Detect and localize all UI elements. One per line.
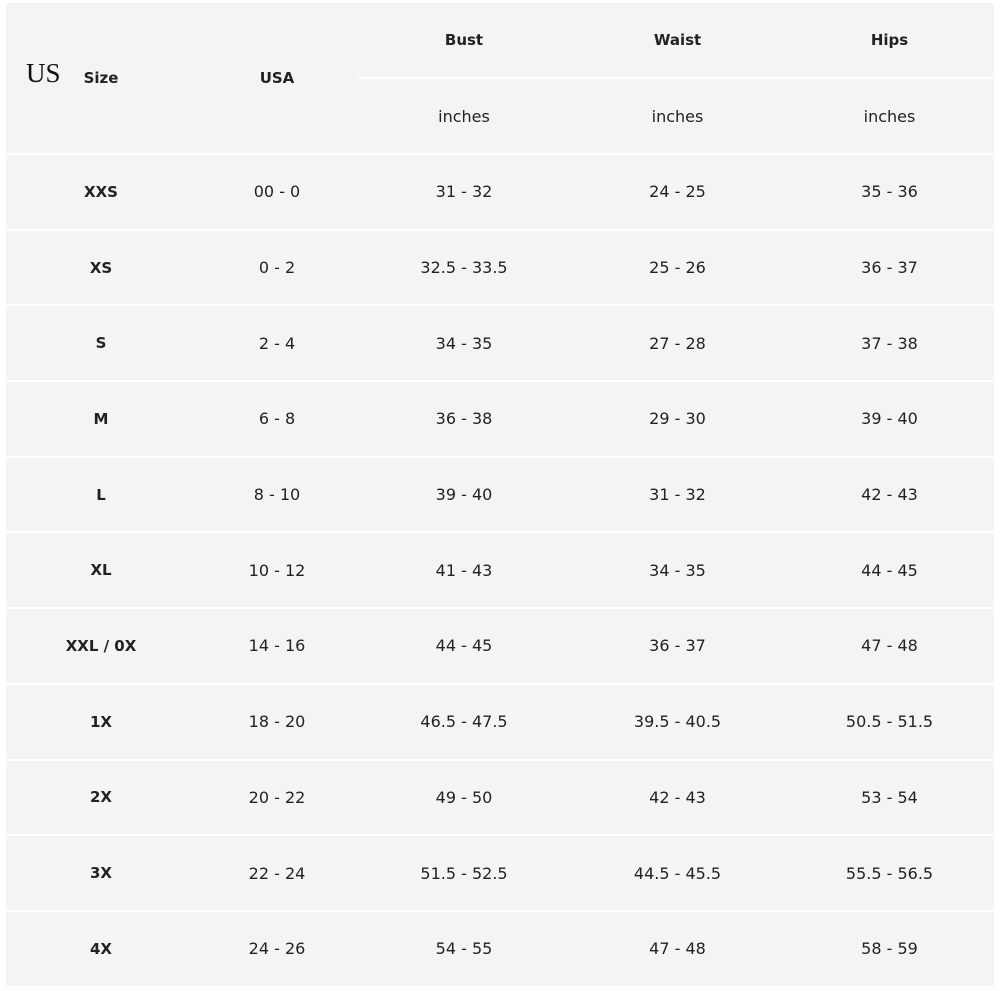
cell-hips: 50.5 - 51.5: [845, 712, 934, 732]
cell-waist: 42 - 43: [649, 787, 706, 807]
cell-size: M: [93, 409, 109, 428]
cell-hips: 35 - 36: [861, 182, 918, 202]
table-row: XL 10 - 12 41 - 43 34 - 35 44 - 45: [6, 532, 994, 608]
cell-bust: 49 - 50: [435, 787, 493, 807]
cell-bust: 41 - 43: [435, 560, 493, 580]
cell-usa: 2 - 4: [258, 333, 296, 353]
cell-usa: 18 - 20: [248, 712, 306, 732]
header-hips: Hips: [785, 3, 994, 79]
cell-size: XS: [89, 258, 113, 277]
header-waist: Waist: [570, 3, 785, 79]
cell-usa: 10 - 12: [248, 560, 306, 580]
cell-usa: 20 - 22: [248, 787, 306, 807]
table-row: 3X 22 - 24 51.5 - 52.5 44.5 - 45.5 55.5 - 56…: [6, 835, 994, 911]
table-row: L 8 - 10 39 - 40 31 - 32 42 - 43: [6, 456, 994, 533]
table-row: XXS 00 - 0 31 - 32 24 - 25 35 - 36: [6, 154, 994, 230]
cell-usa: 14 - 16: [248, 636, 306, 656]
cell-hips: 47 - 48: [861, 636, 918, 656]
cell-bust: 51.5 - 52.5: [420, 863, 508, 883]
unit-bust: inches: [438, 106, 490, 126]
table-row: S 2 - 4 34 - 35 27 - 28 37 - 38: [6, 305, 994, 381]
cell-usa: 00 - 0: [253, 182, 301, 202]
cell-bust: 44 - 45: [435, 636, 493, 656]
table-row: M 6 - 8 36 - 38 29 - 30 39 - 40: [6, 381, 994, 457]
cell-waist: 36 - 37: [649, 636, 706, 656]
cell-hips: 44 - 45: [861, 560, 918, 580]
header-size: Size: [83, 69, 119, 87]
cell-usa: 6 - 8: [258, 409, 296, 429]
cell-bust: 34 - 35: [435, 333, 493, 353]
cell-usa: 22 - 24: [248, 863, 306, 883]
us-label: US: [26, 58, 61, 88]
cell-size: 2X: [89, 788, 112, 807]
cell-size: L: [96, 485, 106, 504]
unit-hips: inches: [863, 106, 916, 126]
unit-waist: inches: [651, 106, 704, 126]
header-usa: USA: [259, 69, 295, 87]
cell-hips: 53 - 54: [861, 787, 918, 807]
cell-hips: 55.5 - 56.5: [845, 863, 934, 883]
cell-size: 4X: [89, 939, 112, 958]
cell-bust: 31 - 32: [435, 182, 493, 202]
cell-hips: 36 - 37: [861, 258, 918, 278]
cell-bust: 39 - 40: [435, 485, 493, 505]
header-bust: Bust: [358, 3, 570, 79]
cell-hips: 58 - 59: [861, 939, 918, 959]
cell-size: XXL / 0X: [65, 636, 137, 655]
table-row: 4X 24 - 26 54 - 55 47 - 48 58 - 59: [6, 910, 994, 986]
table-row: 2X 20 - 22 49 - 50 42 - 43 53 - 54: [6, 759, 994, 836]
cell-hips: 37 - 38: [861, 333, 918, 353]
cell-size: 3X: [89, 864, 112, 883]
table-row: XS 0 - 2 32.5 - 33.5 25 - 26 36 - 37: [6, 229, 994, 306]
cell-waist: 34 - 35: [649, 560, 706, 580]
cell-bust: 46.5 - 47.5: [420, 712, 508, 732]
cell-bust: 32.5 - 33.5: [420, 258, 508, 278]
cell-size: S: [95, 334, 107, 353]
cell-size: 1X: [89, 712, 112, 731]
header-row: Size USA Bust Waist Hips: [6, 3, 994, 87]
cell-waist: 27 - 28: [649, 333, 706, 353]
cell-bust: 36 - 38: [435, 409, 493, 429]
cell-usa: 8 - 10: [253, 485, 301, 505]
cell-waist: 25 - 26: [649, 258, 706, 278]
cell-usa: 0 - 2: [258, 258, 296, 278]
cell-size: XL: [90, 561, 112, 580]
size-chart-table: Size USA Bust Waist Hips inches inches i…: [6, 3, 994, 986]
cell-waist: 44.5 - 45.5: [633, 863, 722, 883]
cell-waist: 29 - 30: [649, 409, 706, 429]
table-row: XXL / 0X 14 - 16 44 - 45 36 - 37 47 - 48: [6, 608, 994, 684]
cell-hips: 42 - 43: [861, 485, 918, 505]
cell-waist: 47 - 48: [649, 939, 706, 959]
table-row: 1X 18 - 20 46.5 - 47.5 39.5 - 40.5 50.5 - 51…: [6, 683, 994, 760]
cell-waist: 24 - 25: [649, 182, 706, 202]
cell-usa: 24 - 26: [248, 939, 306, 959]
cell-bust: 54 - 55: [435, 939, 493, 959]
cell-waist: 39.5 - 40.5: [633, 712, 722, 732]
cell-hips: 39 - 40: [861, 409, 918, 429]
cell-size: XXS: [84, 182, 118, 201]
cell-waist: 31 - 32: [649, 485, 706, 505]
unit-row: inches inches inches: [6, 78, 994, 154]
